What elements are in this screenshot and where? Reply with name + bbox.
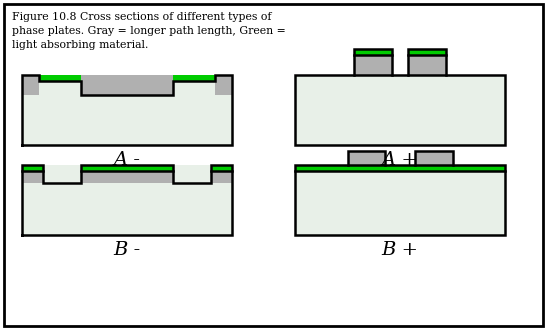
Bar <box>295 75 505 145</box>
Bar <box>173 81 215 95</box>
Bar <box>354 49 392 55</box>
Bar <box>295 165 505 171</box>
Bar <box>22 165 232 171</box>
Bar <box>39 81 81 95</box>
Bar <box>22 165 232 182</box>
Bar <box>295 165 505 235</box>
Text: B +: B + <box>381 241 418 259</box>
Text: A +: A + <box>382 151 418 169</box>
Bar <box>354 55 392 75</box>
Bar <box>22 75 232 95</box>
Bar <box>347 151 385 165</box>
Bar <box>173 75 215 81</box>
Bar <box>39 75 81 81</box>
Text: B -: B - <box>113 241 141 259</box>
Bar <box>409 55 446 75</box>
Bar <box>43 165 81 182</box>
Bar <box>22 75 232 145</box>
Bar <box>295 165 505 235</box>
Text: A -: A - <box>113 151 141 169</box>
Bar <box>415 151 452 165</box>
Bar <box>173 165 211 182</box>
Text: Figure 10.8 Cross sections of different types of
phase plates. Gray = longer pat: Figure 10.8 Cross sections of different … <box>12 12 286 50</box>
Bar <box>22 165 232 235</box>
Bar <box>409 49 446 55</box>
Bar <box>295 75 505 145</box>
